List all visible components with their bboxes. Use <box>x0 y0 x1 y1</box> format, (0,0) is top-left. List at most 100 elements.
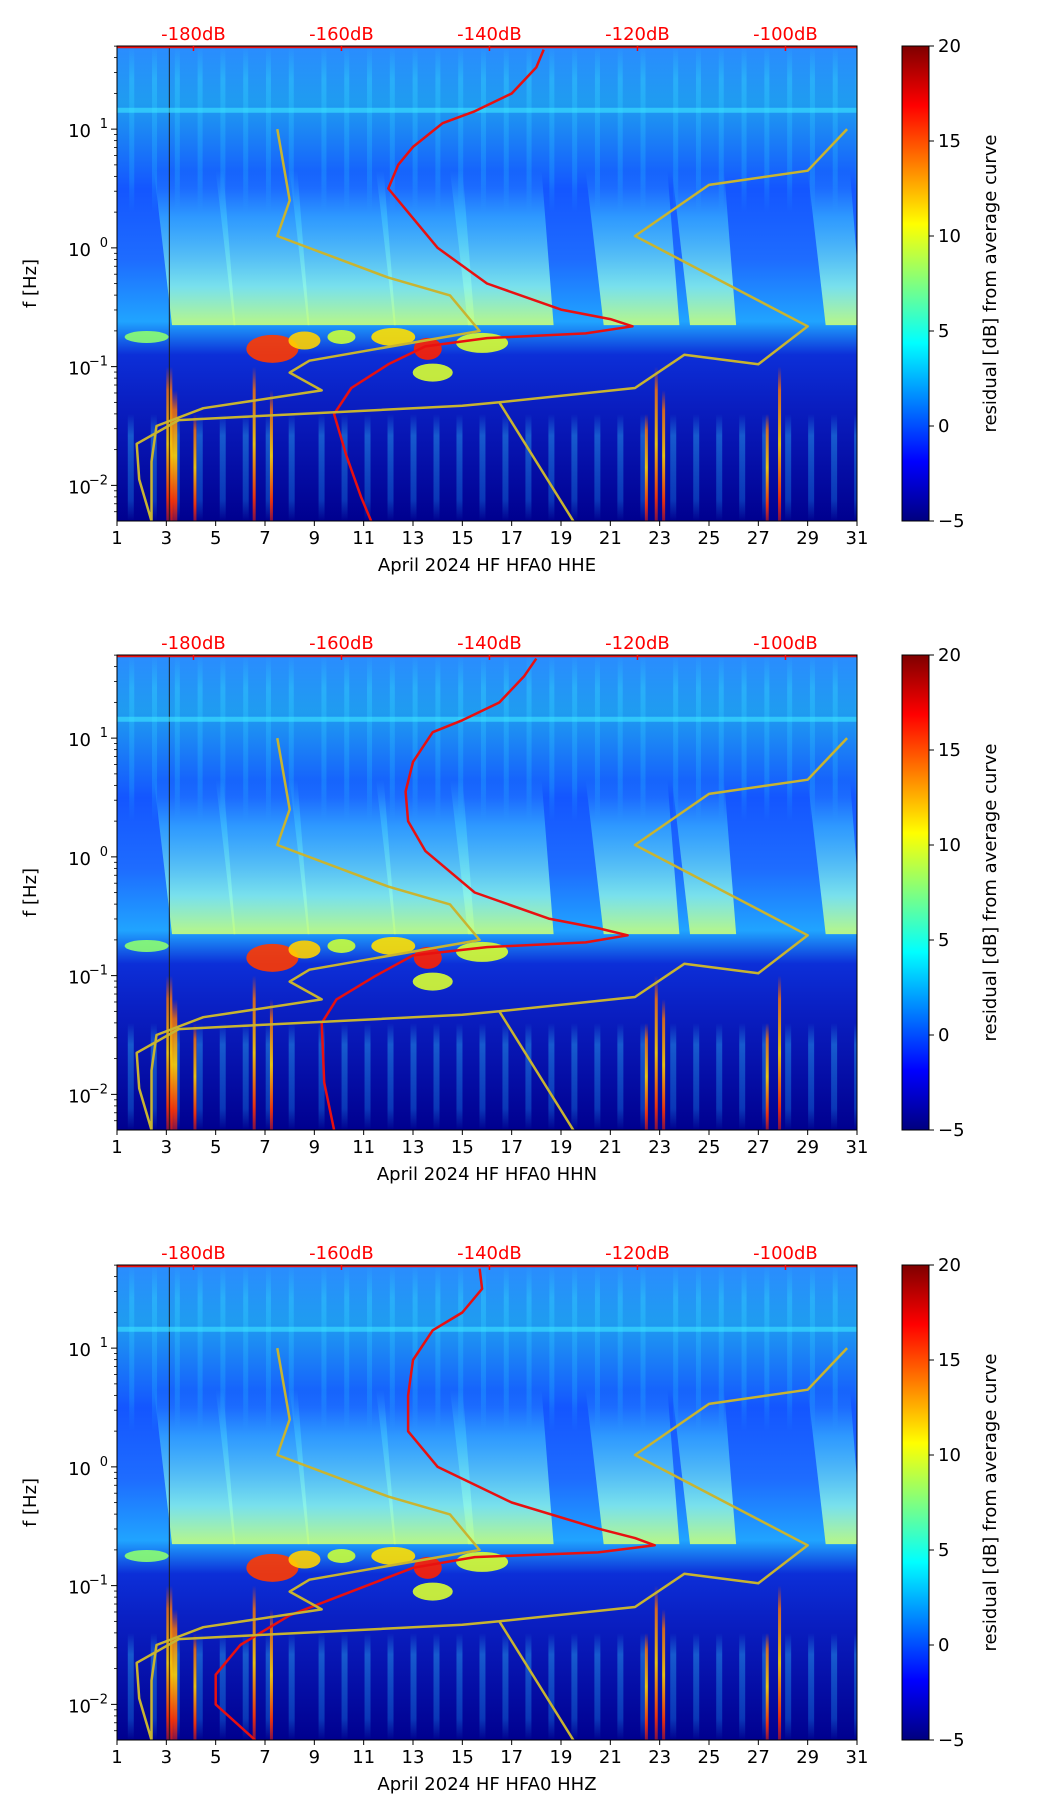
heatmap-stripe <box>617 46 623 213</box>
x-tick-label: 1 <box>111 528 122 549</box>
x-tick-label: 13 <box>402 1747 425 1768</box>
heatmap-stripe <box>787 1265 793 1432</box>
heatmap-stripe <box>739 414 746 521</box>
transient-spike <box>644 1633 648 1740</box>
heatmap-stripe <box>572 655 578 822</box>
transient-spike <box>644 1023 648 1130</box>
transient-spike <box>171 1609 178 1740</box>
heatmap-stripe <box>739 1023 746 1130</box>
heatmap-stripe <box>387 414 394 521</box>
y-tick-label: 10 <box>68 730 91 751</box>
heatmap-stripe <box>809 46 815 213</box>
db-scale-label: -120dB <box>605 633 670 654</box>
heatmap-stripe <box>364 1023 371 1130</box>
x-tick-label: 1 <box>111 1747 122 1768</box>
y-tick-label: 10 <box>68 1696 91 1717</box>
heatmap-stripe <box>387 1023 394 1130</box>
x-tick-label: 5 <box>210 528 221 549</box>
heatmap-stripe <box>854 1633 857 1740</box>
x-tick-label: 11 <box>352 1137 375 1158</box>
energy-blob <box>124 330 169 343</box>
heatmap-stripe <box>572 1265 578 1432</box>
heatmap-stripe <box>673 655 679 822</box>
heatmap-stripe <box>389 655 395 822</box>
x-tick-label: 25 <box>698 1137 721 1158</box>
heatmap-stripe <box>458 46 464 213</box>
transient-spike <box>765 1633 769 1740</box>
heatmap-stripe <box>288 1023 295 1130</box>
x-tick-label: 3 <box>161 1137 172 1158</box>
transient-spike <box>644 414 648 521</box>
transient-spike <box>171 390 178 521</box>
psd-curve-line <box>332 49 634 521</box>
heatmap-stripe <box>265 655 271 822</box>
x-tick-label: 13 <box>402 1137 425 1158</box>
heatmap-stripe <box>458 1265 464 1432</box>
heatmap-stripe <box>673 46 679 213</box>
heatmap-stripe <box>367 1265 373 1432</box>
heatmap-stripe <box>219 414 226 521</box>
x-tick-label: 27 <box>747 1137 770 1158</box>
heatmap-stripe <box>594 1265 600 1432</box>
x-tick-label: 23 <box>648 528 671 549</box>
colorbar-tick-label: −5 <box>938 1730 965 1751</box>
heatmap-stripe <box>321 655 327 822</box>
y-tick-label: 10 <box>68 477 91 498</box>
x-tick-label: 21 <box>599 1137 622 1158</box>
heatmap-stripe <box>127 1023 134 1130</box>
microseism-plume <box>450 170 554 326</box>
transient-spike <box>765 1023 769 1130</box>
colorbar-tick-label: 5 <box>938 1540 949 1561</box>
heatmap-stripe <box>127 414 134 521</box>
heatmap-stripe <box>479 414 486 521</box>
heatmap-stripe <box>693 1633 700 1740</box>
heatmap-stripe <box>787 46 793 213</box>
microseism-plume <box>154 1389 236 1545</box>
psd-curve-line <box>214 1268 656 1740</box>
colorbar-gradient <box>901 45 930 522</box>
heatmap-stripe <box>364 1633 371 1740</box>
energy-blob <box>288 331 321 350</box>
db-scale-label: -180dB <box>161 633 226 654</box>
heatmap-stripe <box>809 1265 815 1432</box>
heatmap-stripe <box>762 1633 769 1740</box>
heatmap-stripe <box>265 46 271 213</box>
microseism-plume <box>376 170 475 326</box>
x-tick-label: 27 <box>747 528 770 549</box>
transient-spike <box>269 999 273 1130</box>
heatmap-stripe <box>741 1265 747 1432</box>
microseism-plume <box>807 1389 857 1545</box>
transient-spike <box>662 390 666 521</box>
microseism-plume <box>450 1389 554 1545</box>
heatmap-stripe <box>549 1265 555 1432</box>
transient-spike <box>778 366 782 521</box>
colorbar-tick-label: 5 <box>938 321 949 342</box>
heatmap-stripe <box>502 1633 509 1740</box>
heatmap-stripe <box>718 1265 724 1432</box>
colorbar-label: residual [dB] from average curve <box>980 743 1001 1041</box>
y-tick-exponent: −1 <box>89 355 108 370</box>
heatmap-stripe <box>197 1265 203 1432</box>
heatmap-stripe <box>808 414 815 521</box>
heatmap-stripe <box>127 1633 134 1740</box>
microseism-plume <box>672 170 737 326</box>
heatmap-stripe <box>640 655 646 822</box>
heatmap-stripe <box>831 1023 838 1130</box>
colorbar-tick-label: 10 <box>938 226 961 247</box>
heatmap-stripe <box>344 655 350 822</box>
microseism-plume <box>376 1389 475 1545</box>
transient-spike <box>654 1585 658 1740</box>
heatmap-stripe <box>412 1265 418 1432</box>
heatmap-stripe <box>318 414 325 521</box>
heatmap-stripe <box>389 1265 395 1432</box>
x-tick-label: 29 <box>796 1747 819 1768</box>
transient-spike <box>252 975 256 1130</box>
colorbar-tick-label: 0 <box>938 1635 949 1656</box>
heatmap-stripe <box>410 1023 417 1130</box>
db-scale-label: -120dB <box>605 1243 670 1264</box>
y-tick-exponent: 1 <box>100 726 108 741</box>
heatmap-stripe <box>617 1023 624 1130</box>
microseism-plume <box>585 170 680 326</box>
